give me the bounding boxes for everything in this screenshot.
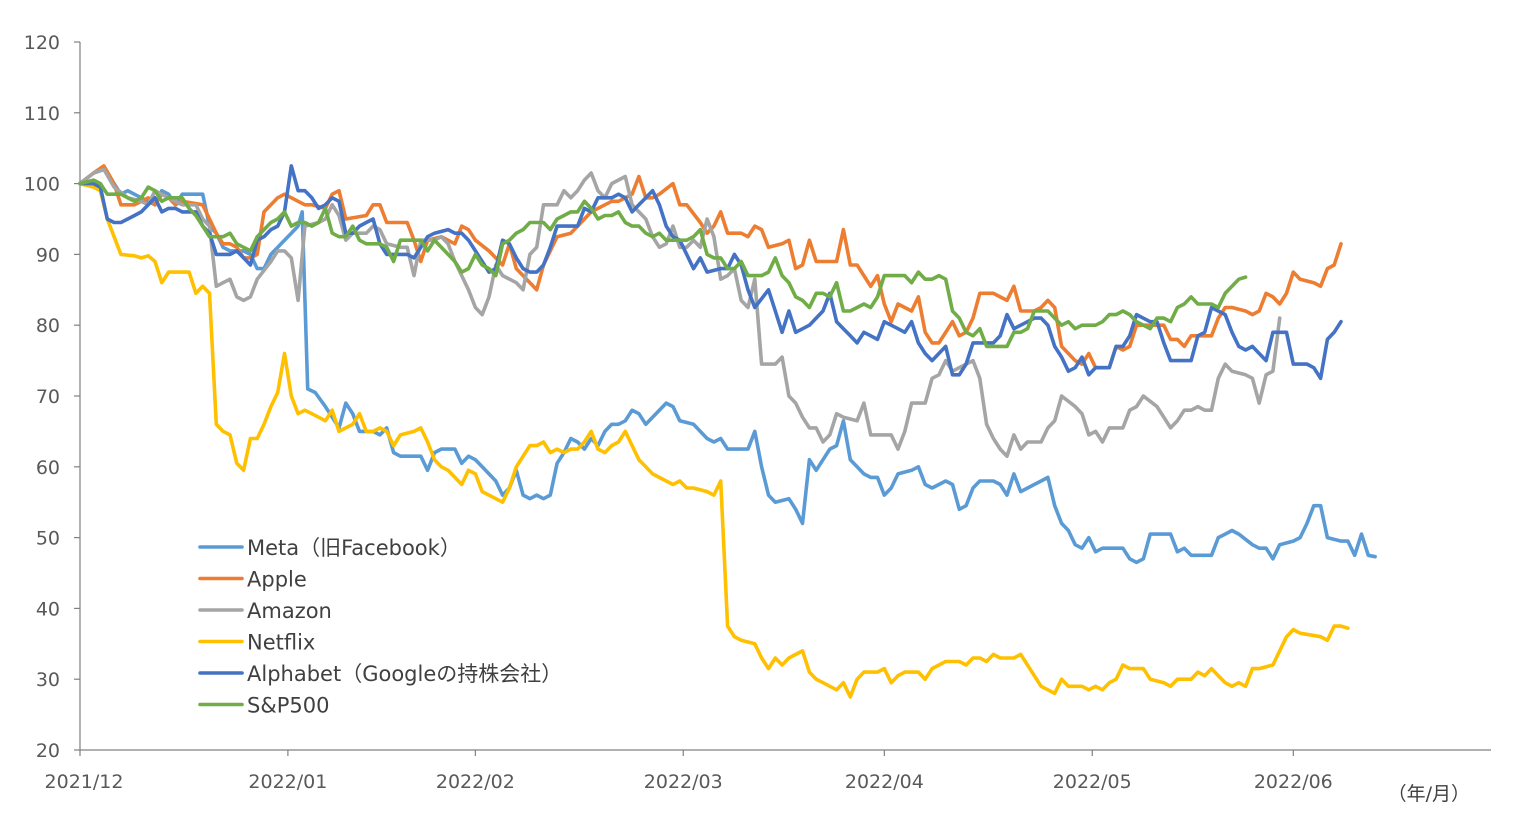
y-tick-label: 120 <box>24 32 60 54</box>
y-tick-label: 50 <box>36 528 60 550</box>
x-tick-label: 2022/02 <box>436 771 515 793</box>
x-tick-label: 2022/03 <box>644 771 723 793</box>
x-tick-label: 2022/01 <box>248 771 327 793</box>
x-tick-label: 2021/12 <box>45 771 124 793</box>
y-tick-label: 20 <box>36 740 60 762</box>
x-axis-unit-label: （年/月） <box>1388 783 1470 805</box>
x-tick-label: 2022/06 <box>1254 771 1333 793</box>
series-lines <box>78 164 1377 699</box>
y-tick-label: 80 <box>36 315 60 337</box>
series-line-5 <box>78 178 1248 349</box>
legend-label: Meta（旧Facebook） <box>247 536 461 560</box>
y-tick-label: 70 <box>36 386 60 408</box>
y-tick-label: 40 <box>36 598 60 620</box>
x-tick-label: 2022/05 <box>1053 771 1132 793</box>
series-line-4 <box>78 164 1343 381</box>
series-line-3 <box>78 181 1350 699</box>
series-line-0 <box>78 167 1377 565</box>
x-ticks: 2021/12 2022/01 2022/02 2022/03 2022/04 2022/… <box>45 750 1333 793</box>
series-line-2 <box>78 167 1282 458</box>
y-tick-label: 90 <box>36 244 60 266</box>
legend-label: Amazon <box>247 599 332 623</box>
legend-label: Alphabet（Googleの持株会社） <box>247 662 562 686</box>
legend-label: Netflix <box>247 631 315 655</box>
y-tick-label: 30 <box>36 669 60 691</box>
y-tick-label: 60 <box>36 457 60 479</box>
x-tick-label: 2022/04 <box>845 771 924 793</box>
legend-label: S&P500 <box>247 694 329 718</box>
y-ticks: 20 30 40 50 60 70 80 90 100 110 120 <box>24 32 80 762</box>
legend: Meta（旧Facebook） Apple Amazon Netflix Alphabe… <box>198 536 562 718</box>
legend-label: Apple <box>247 568 307 592</box>
y-tick-label: 100 <box>24 174 60 196</box>
y-tick-label: 110 <box>24 103 60 125</box>
series-line-1 <box>78 164 1343 370</box>
